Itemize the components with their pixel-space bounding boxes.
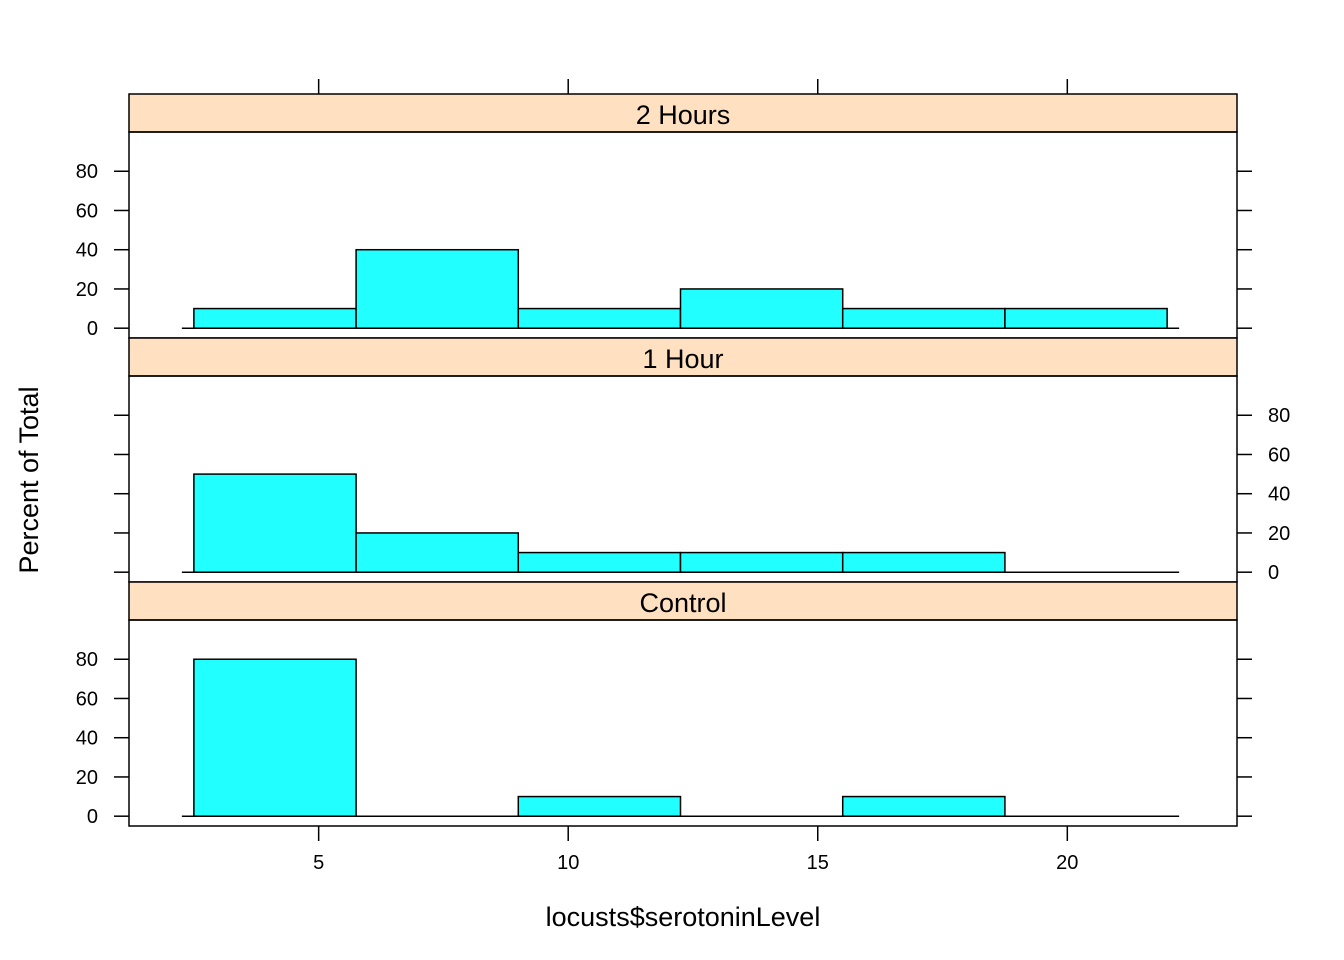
x-tick-label: 15 [807,852,829,874]
panel-1-hour: 1 Hour 0 20 40 60 80 [114,337,1290,584]
panel-frame [128,619,1238,827]
histogram-bar [517,551,682,573]
histogram-bar [679,288,844,329]
y-axis-label: Percent of Total [14,386,44,573]
y-tick-label: 80 [76,161,98,183]
histogram-bar [841,551,1006,573]
y-tick-label: 40 [76,240,98,262]
histogram-bar [1004,307,1168,329]
histogram-bar [841,307,1006,329]
x-axis: 5 10 15 20 [313,79,1078,874]
x-tick-label: 10 [557,852,579,874]
y-tick-label: 20 [1268,523,1290,545]
histogram-bar [193,658,357,817]
histogram-bar [517,795,682,817]
y-tick-label: 20 [76,279,98,301]
panel-strip-label: 1 Hour [642,344,723,374]
panel-strip [128,337,1238,377]
y-tick-label: 40 [1268,484,1290,506]
panel-control: Control 0 20 40 60 80 [76,581,1252,828]
y-tick-label: 60 [76,200,98,222]
y-tick-label: 80 [1268,405,1290,427]
histogram-bar [193,473,357,573]
y-tick-label: 80 [76,649,98,671]
y-tick-label: 0 [1268,562,1279,584]
x-axis-label: locusts$serotoninLevel [546,902,821,932]
histogram-bar [193,307,357,329]
histogram-bar [679,551,844,573]
y-tick-label: 60 [1268,444,1290,466]
y-tick-label: 40 [76,728,98,750]
y-tick-label: 60 [76,688,98,710]
panel-strip [128,93,1238,133]
y-tick-label: 20 [76,767,98,789]
panel-strip-label: Control [639,588,726,618]
histogram-bar [355,532,520,573]
histogram-bar [841,795,1006,817]
histogram-bar [355,248,520,329]
panel-strip [128,581,1238,621]
y-tick-label: 0 [87,318,98,340]
panel-strip-label: 2 Hours [636,100,731,130]
x-tick-label: 5 [313,852,324,874]
x-tick-label: 20 [1056,852,1078,874]
histogram-bar [517,307,682,329]
y-tick-label: 0 [87,806,98,828]
panel-2-hours: 2 Hours 0 20 40 60 80 [76,93,1252,340]
